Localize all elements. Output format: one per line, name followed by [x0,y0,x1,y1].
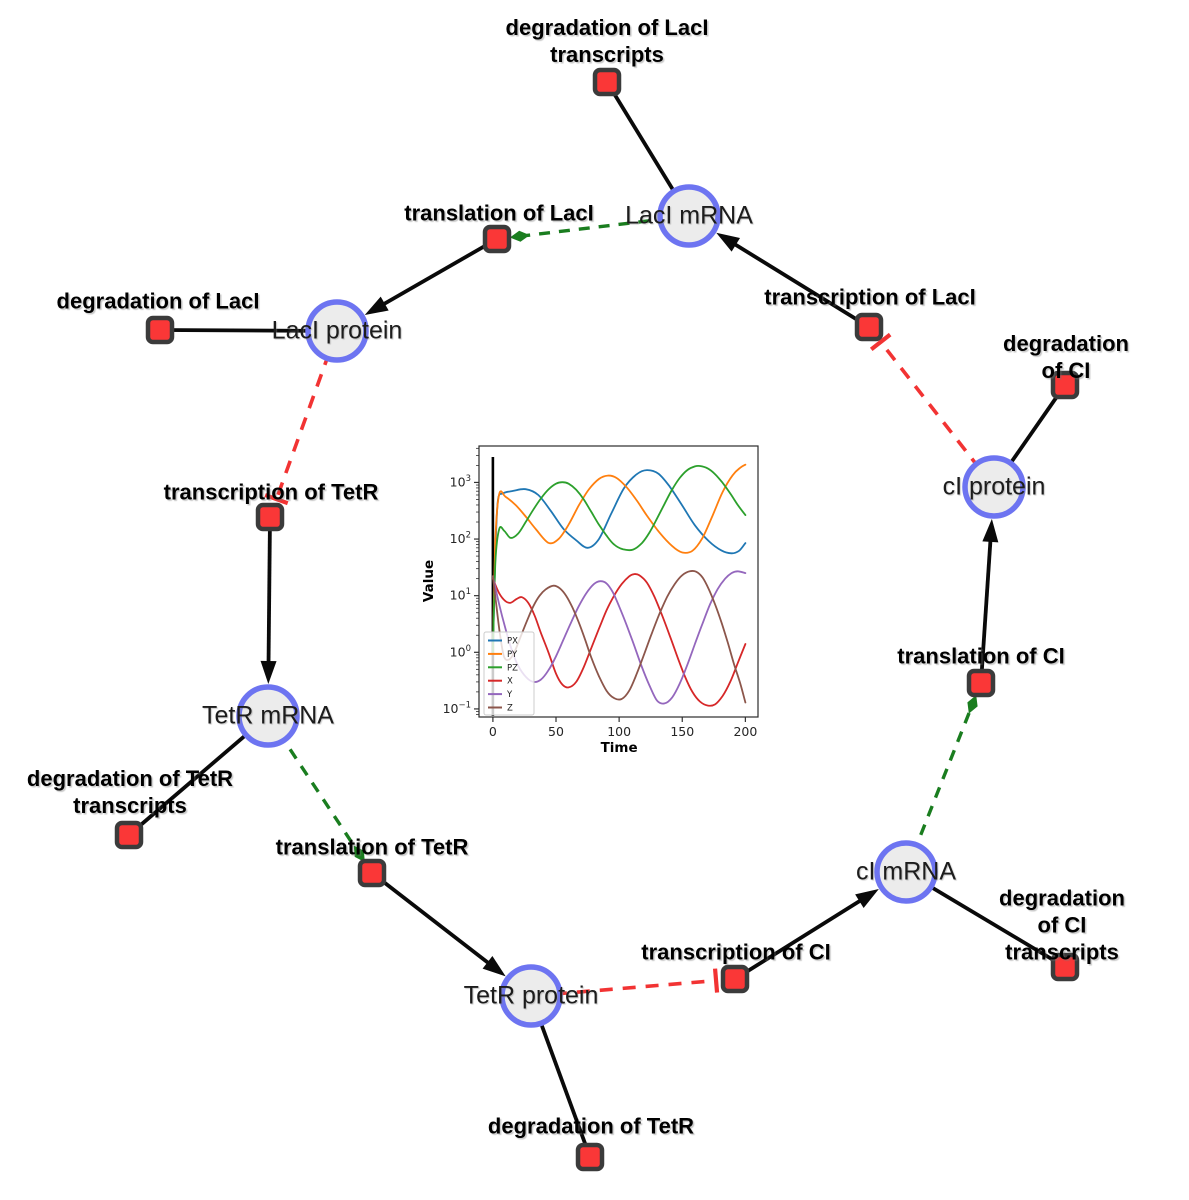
arrowhead-icon [364,296,389,316]
reaction-node-transcription-laci[interactable] [854,312,884,342]
modifier-arrowhead-icon [353,845,365,863]
svg-text:102: 102 [450,531,471,547]
reaction-node-deg-ci-transcripts[interactable] [1050,952,1080,982]
legend-entry-PZ: PZ [507,663,518,673]
series-line-Z [491,569,747,704]
edge-translation-ci-ci-protein [979,518,999,684]
x-tick-label: 150 [670,724,694,739]
series-line-PY [491,463,747,654]
x-tick-label: 0 [489,724,497,739]
modifier-arrowhead-icon [509,230,530,242]
reaction-node-deg-tetr-transcripts[interactable] [114,820,144,850]
species-node-laci-mrna[interactable] [657,184,721,248]
edge-translation-tetr-tetr-protein [370,871,506,977]
reaction-node-transcription-ci[interactable] [720,964,750,994]
edge-translation-laci-laci-protein [364,237,498,316]
species-node-tetr-mrna[interactable] [236,684,300,748]
series-line-PX [491,469,747,654]
edge-transcription-laci-laci-mrna [716,232,870,329]
reaction-node-deg-tetr[interactable] [575,1142,605,1172]
time-series-plot: 10−1 100 101 102 103 0 50 100 150 200 Time Value PX P… [421,445,759,756]
arrowhead-icon [982,518,999,543]
arrowhead-icon [482,956,506,977]
legend-entry-Z: Z [507,704,513,714]
legend-entry-PY: PY [507,650,518,660]
legend-entry-X: X [507,677,513,687]
reaction-node-translation-ci[interactable] [966,668,996,698]
species-node-ci-mrna[interactable] [874,840,938,904]
x-tick-label: 200 [733,724,757,739]
reaction-node-deg-laci[interactable] [145,315,175,345]
edge-transcription-tetr-tetr-mrna [260,516,277,685]
inhibition-tee-icon [264,493,289,506]
svg-text:100: 100 [450,644,471,660]
reaction-node-transcription-tetr[interactable] [255,502,285,532]
y-axis-label: Value [421,560,437,602]
svg-text:101: 101 [450,587,471,603]
reaction-node-translation-laci[interactable] [482,224,512,254]
species-node-laci-protein[interactable] [305,299,369,363]
edge-transcription-ci-ci-mrna [733,888,879,981]
reaction-node-translation-tetr[interactable] [357,858,387,888]
species-node-tetr-protein[interactable] [499,964,563,1028]
reaction-node-deg-laci-transcripts[interactable] [592,67,622,97]
inhibition-tee-icon [869,332,892,352]
arrowhead-icon [260,660,277,685]
legend-entry-Y: Y [506,690,513,700]
inhibition-tee-icon [712,968,720,993]
legend-entry-PX: PX [507,637,518,647]
x-tick-label: 100 [607,724,631,739]
svg-text:10−1: 10−1 [443,700,471,716]
modifier-arrowhead-icon [967,695,978,714]
x-axis-label: Time [601,740,638,756]
x-tick-label: 50 [548,724,564,739]
reaction-node-deg-ci[interactable] [1050,370,1080,400]
svg-text:103: 103 [450,474,471,490]
series-line-PZ [491,464,747,654]
nodes-layer [114,67,1080,1172]
species-node-ci-protein[interactable] [962,455,1026,519]
arrowhead-icon [855,888,879,908]
arrowhead-icon [716,232,741,252]
